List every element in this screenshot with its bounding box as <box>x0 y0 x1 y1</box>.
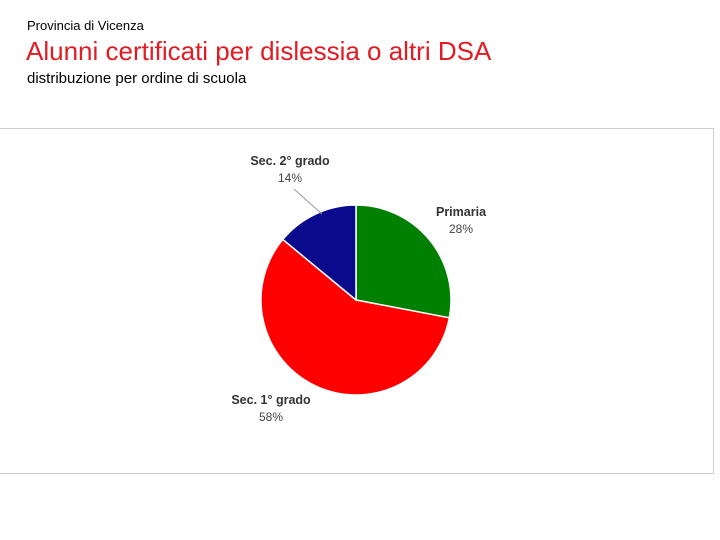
province-label: Provincia di Vicenza <box>27 18 144 33</box>
pie-slice-1 <box>260 238 451 396</box>
pie-slice-2 <box>281 204 357 302</box>
page-title: Alunni certificati per dislessia o altri… <box>26 36 492 66</box>
page-subtitle: distribuzione per ordine di scuola <box>27 70 247 87</box>
slice-value-label-0: 28% <box>449 222 473 236</box>
slice-value-label-2: 14% <box>278 171 302 185</box>
pie-slice-0 <box>355 204 452 319</box>
leader-line-2 <box>293 188 323 215</box>
slice-name-label-0: Primaria <box>436 205 487 219</box>
slice-name-label-2: Sec. 2° grado <box>250 154 330 168</box>
slice-value-label-1: 58% <box>259 410 283 424</box>
slice-name-label-1: Sec. 1° grado <box>231 393 311 407</box>
